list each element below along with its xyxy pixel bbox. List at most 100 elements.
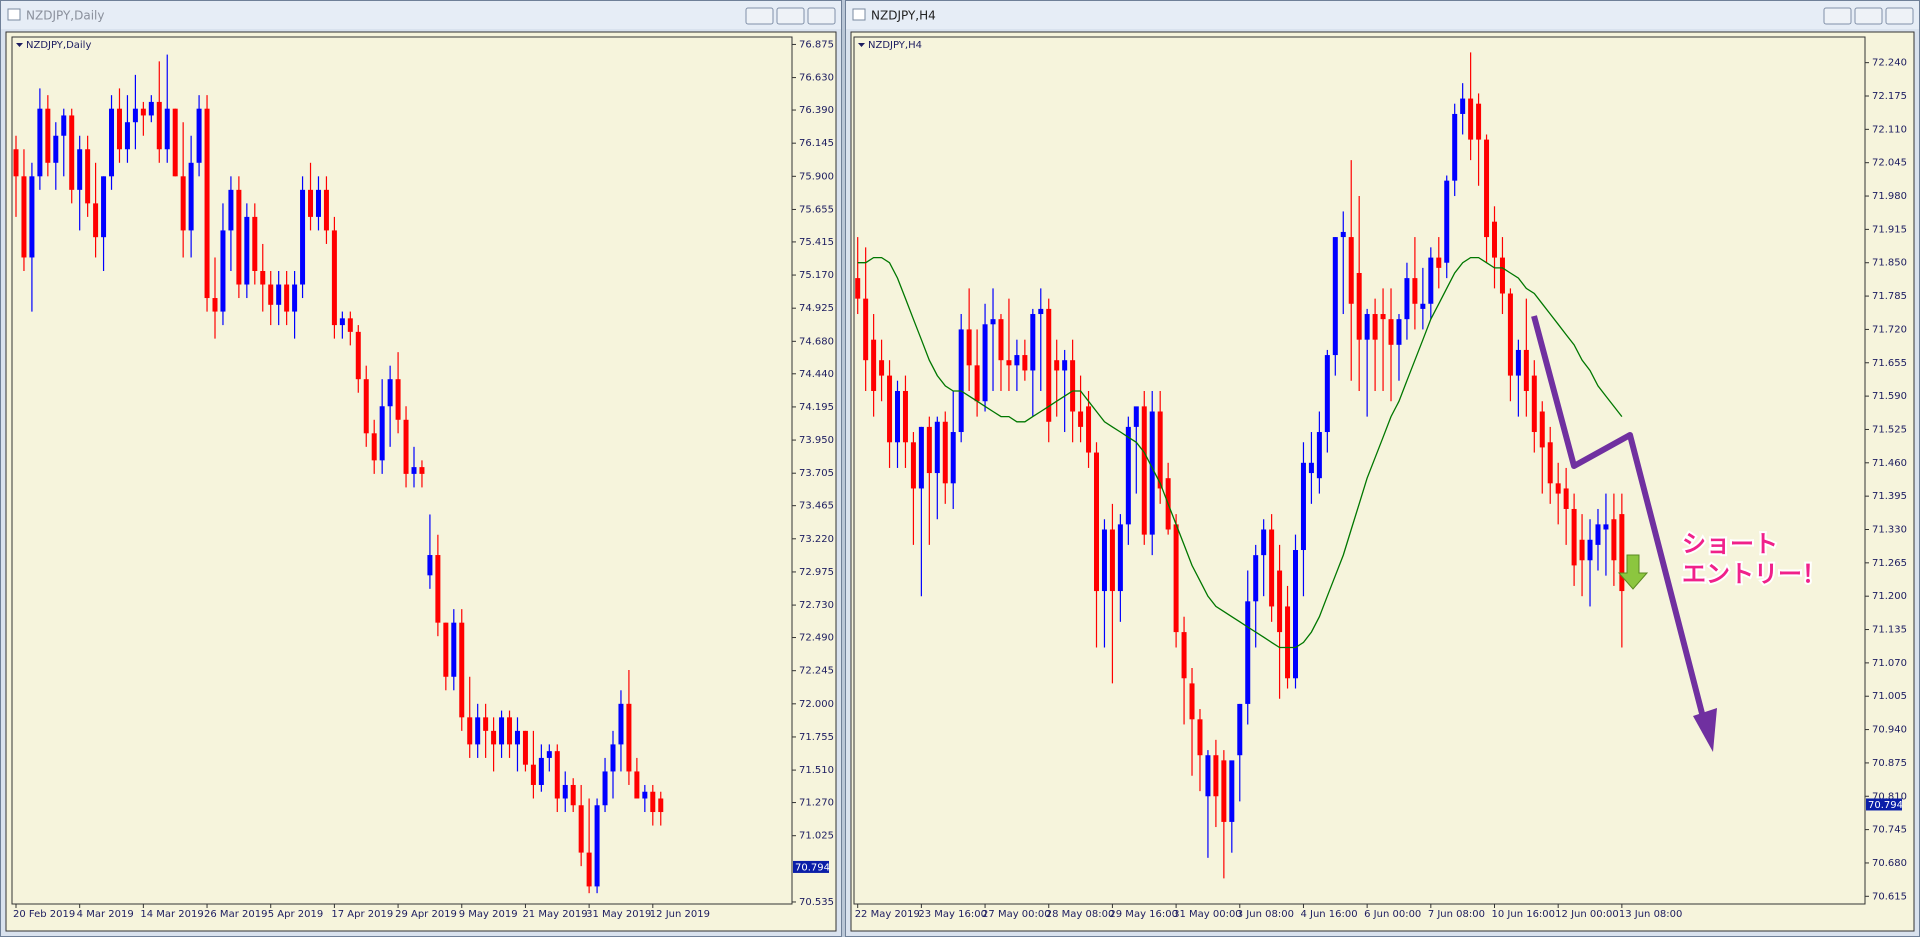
candle-body bbox=[1141, 406, 1147, 535]
candle-body bbox=[530, 764, 536, 785]
y-tick-label: 71.135 bbox=[1872, 625, 1907, 636]
candle-body bbox=[371, 433, 377, 461]
candle-body bbox=[618, 703, 624, 745]
candle-body bbox=[863, 298, 869, 361]
x-tick-label: 4 Jun 16:00 bbox=[1300, 909, 1357, 920]
candle-body bbox=[109, 108, 115, 177]
y-tick-label: 70.615 bbox=[1872, 891, 1907, 902]
window-icon bbox=[852, 8, 866, 21]
y-tick-label: 75.415 bbox=[799, 237, 834, 248]
candle-body bbox=[363, 379, 369, 434]
candle-body bbox=[101, 176, 107, 238]
y-tick-label: 74.440 bbox=[799, 369, 834, 380]
candle-body bbox=[164, 108, 170, 150]
y-tick-label: 71.070 bbox=[1872, 658, 1907, 669]
candle-body bbox=[1396, 319, 1402, 345]
x-tick-label: 9 May 2019 bbox=[459, 909, 518, 920]
candle-body bbox=[895, 390, 900, 443]
candle-body bbox=[1547, 442, 1553, 484]
candle-body bbox=[284, 284, 290, 312]
candle-body bbox=[887, 375, 893, 443]
candle-body bbox=[331, 230, 337, 326]
candle-body bbox=[323, 189, 329, 231]
candle-body bbox=[61, 115, 67, 136]
minimize-button[interactable] bbox=[745, 7, 774, 25]
candle-body bbox=[1611, 519, 1617, 561]
candle-body bbox=[1420, 303, 1426, 309]
candle-body bbox=[204, 108, 210, 299]
candle-body bbox=[1388, 319, 1394, 345]
candle-body bbox=[902, 390, 908, 443]
candle-body bbox=[196, 108, 202, 163]
candle-body bbox=[634, 771, 640, 799]
candle-body bbox=[602, 771, 608, 806]
annotation-text: エントリー！ bbox=[1682, 560, 1826, 588]
candle-body bbox=[315, 189, 321, 217]
candle-body bbox=[1619, 514, 1625, 592]
chart-label-marker bbox=[858, 43, 865, 47]
candle-body bbox=[1468, 98, 1474, 140]
y-tick-label: 72.045 bbox=[1872, 158, 1907, 169]
candle-body bbox=[1277, 570, 1283, 633]
x-tick-label: 14 Mar 2019 bbox=[140, 909, 203, 920]
x-tick-label: 29 Apr 2019 bbox=[395, 909, 457, 920]
moving-average bbox=[857, 256, 1623, 649]
candle-body bbox=[132, 108, 138, 123]
y-tick-label: 72.490 bbox=[799, 633, 834, 644]
y-tick-label: 70.810 bbox=[1872, 791, 1907, 802]
maximize-button[interactable] bbox=[776, 7, 805, 25]
candle-body bbox=[188, 162, 194, 231]
candle-body bbox=[950, 432, 956, 484]
x-tick-label: 6 Jun 00:00 bbox=[1364, 909, 1421, 920]
candle-body bbox=[1324, 355, 1330, 433]
x-tick-label: 27 May 00:00 bbox=[982, 909, 1051, 920]
candle-body bbox=[1452, 113, 1458, 181]
x-tick-label: 28 May 08:00 bbox=[1046, 909, 1115, 920]
candle-body bbox=[1054, 360, 1060, 371]
candle-body bbox=[1444, 180, 1450, 263]
candle-body bbox=[435, 555, 441, 623]
plot-frame bbox=[11, 36, 793, 905]
minimize-button[interactable] bbox=[1823, 7, 1852, 25]
candle-body bbox=[483, 717, 489, 731]
candle-body bbox=[475, 717, 481, 745]
candle-body bbox=[347, 318, 353, 332]
candle-body bbox=[467, 717, 473, 745]
close-button[interactable] bbox=[807, 7, 836, 25]
candle-body bbox=[1595, 524, 1601, 545]
y-tick-label: 73.465 bbox=[799, 501, 834, 512]
y-tick-label: 71.005 bbox=[1872, 691, 1907, 702]
y-tick-label: 76.630 bbox=[799, 73, 834, 84]
candle-body bbox=[387, 379, 393, 407]
candle-body bbox=[1348, 237, 1354, 304]
candle-body bbox=[1507, 293, 1513, 376]
candle-body bbox=[1189, 683, 1195, 720]
chart-background bbox=[5, 31, 837, 932]
candle-body bbox=[1181, 632, 1187, 679]
candle-body bbox=[499, 717, 505, 745]
candle-body bbox=[1460, 98, 1466, 114]
candle-body bbox=[586, 852, 592, 887]
candle-body bbox=[244, 216, 250, 285]
candle-body bbox=[29, 176, 35, 258]
y-tick-label: 70.875 bbox=[1872, 758, 1907, 769]
candle-body bbox=[1094, 452, 1099, 592]
candle-body bbox=[276, 284, 282, 305]
candle-body bbox=[268, 284, 274, 305]
close-button[interactable] bbox=[1885, 7, 1914, 25]
x-tick-label: 10 Jun 16:00 bbox=[1492, 909, 1556, 920]
candle-body bbox=[1499, 257, 1505, 294]
y-tick-label: 72.730 bbox=[799, 600, 834, 611]
candle-body bbox=[658, 798, 664, 813]
y-tick-label: 70.745 bbox=[1872, 825, 1907, 836]
candle-body bbox=[1253, 555, 1259, 602]
chart-window: NZDJPY,Daily 76.875 76.630 76.390 76.145 75.9… bbox=[0, 0, 842, 937]
maximize-button[interactable] bbox=[1854, 7, 1883, 25]
candle-body bbox=[355, 331, 361, 380]
candle-body bbox=[990, 319, 996, 325]
y-tick-label: 71.980 bbox=[1872, 191, 1907, 202]
candle-body bbox=[1332, 237, 1338, 356]
candle-body bbox=[1308, 462, 1314, 474]
candle-body bbox=[443, 622, 449, 677]
candle-body bbox=[1261, 529, 1267, 556]
